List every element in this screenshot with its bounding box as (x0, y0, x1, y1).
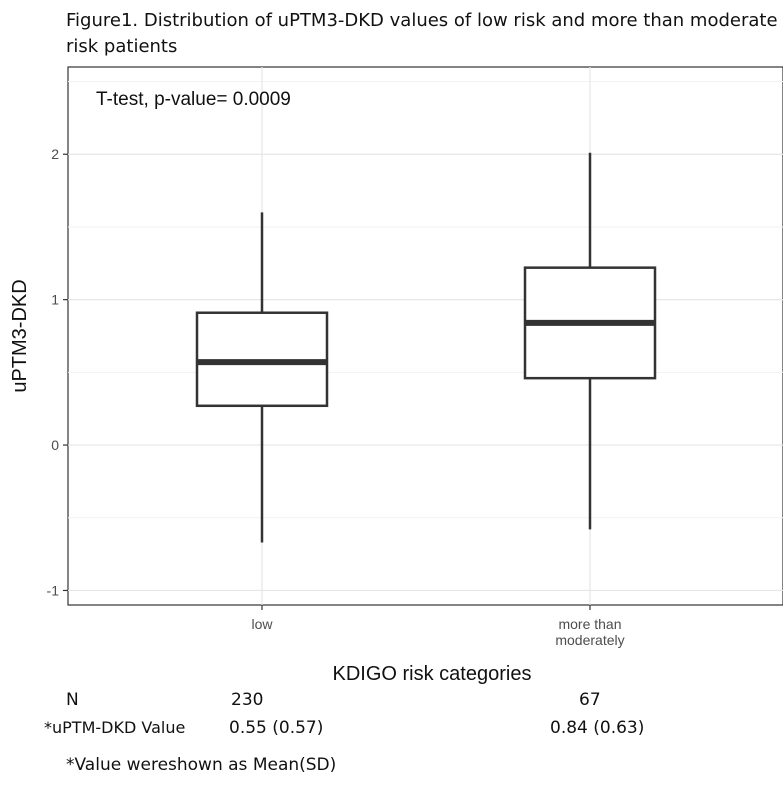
y-axis-title: uPTM3-DKD (9, 279, 31, 392)
x-tick-label: low (251, 616, 273, 632)
figure-title: Figure1. Distribution of uPTM3-DKD value… (66, 10, 778, 57)
y-axis-ticks: -1 0 1 2 (47, 146, 68, 598)
y-tick-label: 2 (51, 146, 59, 162)
x-tick-label: moderately (555, 632, 624, 648)
y-tick-label: 1 (51, 292, 59, 308)
value-low: 0.55 (0.57) (229, 718, 324, 738)
y-tick-label: 0 (51, 437, 59, 453)
plot-panel (67, 66, 783, 606)
n-value-low: 230 (231, 690, 264, 710)
value-moderate: 0.84 (0.63) (550, 718, 645, 738)
boxes (195, 152, 657, 543)
n-value-moderate: 67 (579, 690, 601, 710)
t-test-annotation: T-test, p-value= 0.0009 (96, 89, 291, 110)
y-tick-label: -1 (47, 582, 60, 598)
x-axis-title: KDIGO risk categories (333, 663, 532, 685)
footnote: *Value wereshown as Mean(SD) (66, 755, 337, 775)
x-tick-label: more than (558, 616, 621, 632)
value-label: *uPTM-DKD Value (44, 718, 186, 737)
n-label: N (66, 690, 79, 710)
